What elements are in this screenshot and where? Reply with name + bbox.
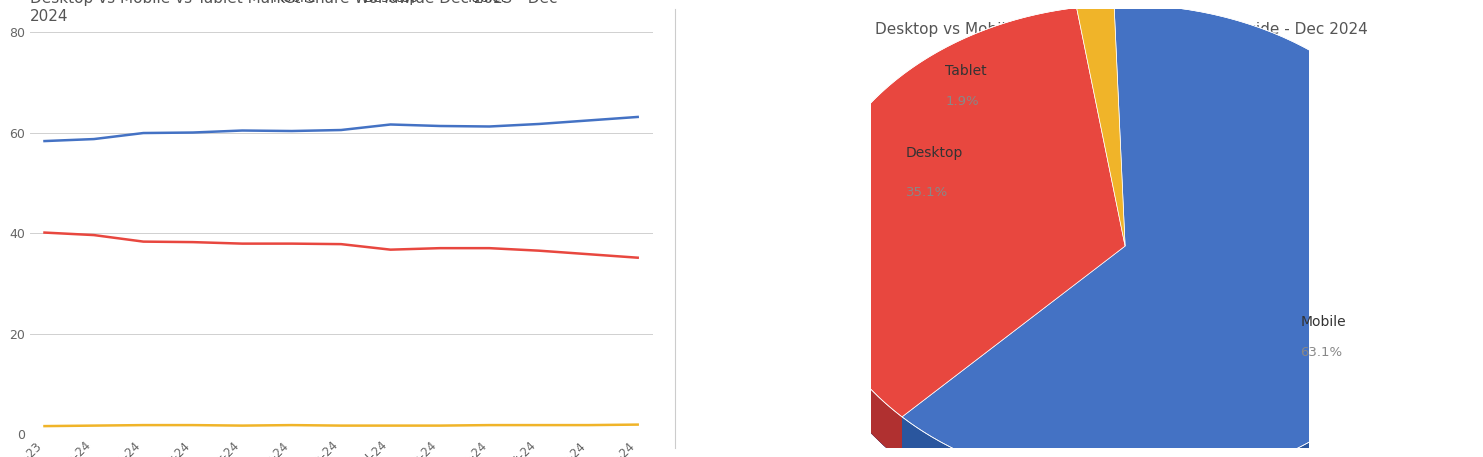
Desktop: [283, 241, 301, 246]
Text: 1.9%: 1.9%: [945, 95, 979, 108]
Polygon shape: [810, 248, 902, 457]
Mobile: [629, 114, 647, 120]
Tablet: [283, 422, 301, 428]
Mobile: [580, 118, 598, 123]
Desktop: [580, 251, 598, 257]
Line: Mobile: Mobile: [44, 117, 638, 141]
Tablet: [480, 422, 498, 428]
Tablet: [184, 422, 202, 428]
Mobile: [529, 121, 547, 127]
Mobile: [135, 130, 153, 136]
Text: Desktop: Desktop: [906, 146, 962, 159]
Text: Desktop vs Mobile vs Tablet Market Share Worldwide - Dec 2024: Desktop vs Mobile vs Tablet Market Share…: [875, 22, 1367, 37]
Mobile: [36, 138, 53, 144]
Mobile: [381, 122, 399, 127]
Tablet: [85, 423, 102, 428]
Desktop: [629, 255, 647, 260]
Desktop: [480, 245, 498, 251]
Text: 63.1%: 63.1%: [1301, 346, 1342, 359]
Mobile: [184, 130, 202, 135]
Polygon shape: [902, 5, 1441, 457]
Text: Desktop vs Mobile vs Tablet Market Share Worldwide Dec 2023 - Dec
2024: Desktop vs Mobile vs Tablet Market Share…: [30, 0, 558, 24]
Desktop: [184, 239, 202, 245]
Mobile: [480, 124, 498, 129]
Mobile: [432, 123, 449, 129]
Text: 35.1%: 35.1%: [906, 186, 948, 198]
Text: Mobile: Mobile: [1301, 314, 1347, 329]
Tablet: [580, 422, 598, 428]
Tablet: [233, 423, 251, 428]
Tablet: [381, 423, 399, 428]
Legend: Mobile, Desktop, Tablet: Mobile, Desktop, Tablet: [233, 0, 512, 10]
Tablet: [629, 422, 647, 427]
Desktop: [332, 241, 350, 247]
Line: Tablet: Tablet: [44, 425, 638, 426]
Desktop: [529, 248, 547, 253]
Tablet: [36, 423, 53, 429]
Tablet: [529, 422, 547, 428]
Tablet: [432, 423, 449, 428]
Polygon shape: [810, 8, 1126, 417]
Line: Desktop: Desktop: [44, 233, 638, 258]
Desktop: [135, 239, 153, 244]
Text: Tablet: Tablet: [945, 64, 986, 78]
Mobile: [85, 136, 102, 142]
Desktop: [85, 232, 102, 238]
Polygon shape: [1077, 5, 1126, 246]
Desktop: [381, 247, 399, 252]
Polygon shape: [810, 247, 1440, 457]
Tablet: [135, 422, 153, 428]
Mobile: [233, 128, 251, 133]
Desktop: [36, 230, 53, 235]
Desktop: [432, 245, 449, 251]
Tablet: [332, 423, 350, 428]
Polygon shape: [810, 248, 902, 457]
Mobile: [332, 127, 350, 133]
Mobile: [283, 128, 301, 134]
Desktop: [233, 241, 251, 246]
Polygon shape: [810, 247, 1440, 457]
